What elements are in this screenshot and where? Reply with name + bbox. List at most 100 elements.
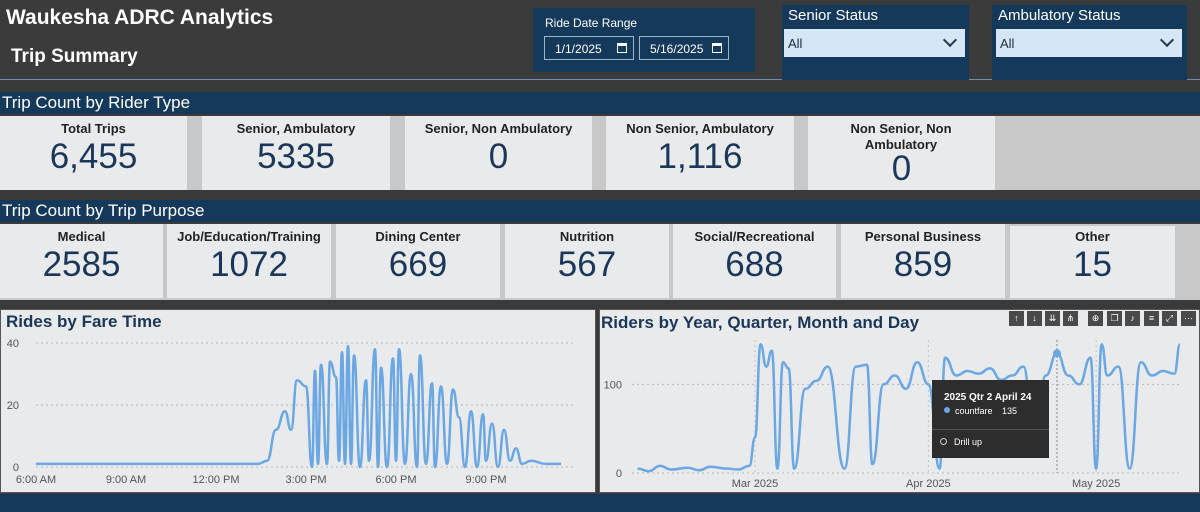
x-tick-label: Apr 2025 <box>906 478 951 490</box>
kpi-card-dining-center[interactable]: Dining Center 669 <box>336 224 500 298</box>
senior-status-value: All <box>788 36 803 51</box>
kpi-value: 1072 <box>210 245 288 284</box>
chart-title: Rides by Fare Time <box>6 312 162 331</box>
kpi-label: Personal Business <box>864 229 982 244</box>
kpi-card-medical[interactable]: Medical 2585 <box>0 224 163 298</box>
arrow-up-icon[interactable]: ↑ <box>1009 311 1024 326</box>
rider-type-section-title: Trip Count by Rider Type <box>0 92 1200 114</box>
tooltip-series-value: 135 <box>1002 406 1018 416</box>
kpi-card-total-trips[interactable]: Total Trips 6,455 <box>0 116 187 190</box>
kpi-label: Non Senior, Ambulatory <box>626 121 774 136</box>
bell-icon[interactable]: ♪ <box>1125 311 1140 326</box>
chevron-down-icon <box>942 32 958 48</box>
x-tick-label: Mar 2025 <box>732 478 778 490</box>
kpi-card-senior-ambulatory[interactable]: Senior, Ambulatory 5335 <box>202 116 390 190</box>
kpi-value: 1,116 <box>657 137 743 176</box>
y-tick-label: 0 <box>616 468 622 480</box>
kpi-card-nutrition[interactable]: Nutrition 567 <box>505 224 669 298</box>
kpi-card-social-recreational[interactable]: Social/Recreational 688 <box>673 224 836 298</box>
riders-by-date-chart[interactable]: 0 100 Mar 2025 Apr 2025 May 2025 <box>600 310 1199 492</box>
calendar-icon[interactable] <box>617 43 627 53</box>
x-tick-label: 6:00 AM <box>16 474 56 486</box>
chevron-down-icon <box>1159 32 1175 48</box>
kpi-card-non-senior-ambulatory[interactable]: Non Senior, Ambulatory 1,116 <box>606 116 794 190</box>
kpi-card-non-senior-non-ambulatory[interactable]: Non Senior, Non Ambulatory 0 <box>808 116 995 190</box>
series-line <box>35 344 561 469</box>
ambulatory-status-value: All <box>1000 36 1015 51</box>
senior-status-dropdown[interactable]: All <box>784 29 965 57</box>
rides-by-fare-time-chart[interactable]: 0 20 40 6:00 AM 9:00 AM 12:00 PM 3:00 PM 6:00 P… <box>1 310 595 492</box>
ambulatory-status-slicer: Ambulatory Status All <box>992 5 1187 80</box>
chart-tooltip: 2025 Qtr 2 April 24 countfare 135 Drill … <box>932 380 1049 458</box>
y-tick-label: 40 <box>7 338 19 350</box>
senior-status-slicer: Senior Status All <box>782 5 969 80</box>
tooltip-series-name: countfare <box>955 406 993 416</box>
kpi-value: 0 <box>891 149 912 188</box>
rider-type-card-row <box>0 116 1200 190</box>
kpi-value: 5335 <box>257 137 335 176</box>
kpi-label: Dining Center <box>375 229 461 244</box>
kpi-value: 6,455 <box>49 137 138 176</box>
footer-bar <box>0 494 1200 512</box>
hover-point <box>1052 349 1061 358</box>
drill-up-icon[interactable] <box>940 438 947 445</box>
kpi-card-senior-non-ambulatory[interactable]: Senior, Non Ambulatory 0 <box>405 116 592 190</box>
kpi-label: Job/Education/Training <box>177 229 321 244</box>
x-tick-label: 9:00 PM <box>466 474 507 486</box>
kpi-label: Senior, Non Ambulatory <box>424 121 573 136</box>
kpi-value: 567 <box>557 245 617 284</box>
arrow-down-icon[interactable]: ↓ <box>1027 311 1042 326</box>
double-arrow-down-icon[interactable]: ⇊ <box>1045 311 1060 326</box>
kpi-label: Senior, Ambulatory <box>236 121 356 136</box>
drill-up-link[interactable]: Drill up <box>954 437 983 447</box>
y-tick-label: 20 <box>7 400 19 412</box>
expand-hierarchy-icon[interactable]: ⋔ <box>1063 311 1078 326</box>
kpi-value: 2585 <box>42 245 121 284</box>
ambulatory-status-label: Ambulatory Status <box>998 7 1121 24</box>
end-date-input[interactable]: 5/16/2025 <box>639 36 729 60</box>
ride-date-range-slicer: Ride Date Range 1/1/2025 5/16/2025 <box>533 8 755 72</box>
kpi-card-personal-business[interactable]: Personal Business 859 <box>841 224 1005 298</box>
app-title: Waukesha ADRC Analytics <box>6 6 274 29</box>
calendar-icon[interactable] <box>712 43 722 53</box>
more-options-icon[interactable]: ⋯ <box>1181 311 1196 326</box>
kpi-card-other[interactable]: Other 15 <box>1010 226 1175 298</box>
kpi-card-job-education-training[interactable]: Job/Education/Training 1072 <box>167 224 331 298</box>
copy-icon[interactable]: ❐ <box>1107 311 1122 326</box>
report-header: Waukesha ADRC Analytics Trip Summary Rid… <box>0 0 1200 80</box>
x-tick-label: 12:00 PM <box>192 474 239 486</box>
x-tick-label: May 2025 <box>1072 478 1120 490</box>
trip-purpose-section-title: Trip Count by Trip Purpose <box>0 200 1200 222</box>
pin-icon[interactable]: ⊕ <box>1088 311 1103 326</box>
kpi-label: Other <box>1075 229 1110 244</box>
x-tick-label: 9:00 AM <box>106 474 146 486</box>
tooltip-title: 2025 Qtr 2 April 24 <box>944 392 1032 403</box>
page-title: Trip Summary <box>11 46 138 67</box>
kpi-value: 15 <box>1073 245 1112 284</box>
kpi-value: 688 <box>725 245 784 284</box>
focus-mode-icon[interactable]: ⤢ <box>1162 311 1177 326</box>
kpi-label: Total Trips <box>61 121 126 136</box>
kpi-label: Non Senior, Non Ambulatory <box>850 121 952 152</box>
chart-title: Riders by Year, Quarter, Month and Day <box>601 313 920 332</box>
series-marker-icon <box>944 407 950 413</box>
start-date-value: 1/1/2025 <box>555 42 602 56</box>
rides-by-fare-time-visual[interactable]: Rides by Fare Time 0 20 40 6:00 AM 9:00 AM 12… <box>0 309 596 493</box>
ambulatory-status-dropdown[interactable]: All <box>996 29 1182 57</box>
kpi-value: 0 <box>488 137 509 176</box>
kpi-label: Nutrition <box>559 229 615 244</box>
y-tick-label: 100 <box>604 379 622 391</box>
end-date-value: 5/16/2025 <box>650 42 704 56</box>
kpi-label: Medical <box>57 229 106 244</box>
start-date-input[interactable]: 1/1/2025 <box>544 36 634 60</box>
senior-status-label: Senior Status <box>788 7 879 24</box>
filter-icon[interactable]: ≡ <box>1144 311 1159 326</box>
x-tick-label: 3:00 PM <box>286 474 327 486</box>
y-tick-label: 0 <box>13 462 19 474</box>
x-tick-label: 6:00 PM <box>376 474 417 486</box>
date-range-label: Ride Date Range <box>545 16 638 30</box>
series-line <box>637 343 1182 473</box>
kpi-value: 859 <box>893 245 953 284</box>
riders-by-date-visual[interactable]: Riders by Year, Quarter, Month and Day 0… <box>599 309 1200 493</box>
kpi-label: Social/Recreational <box>694 229 815 244</box>
